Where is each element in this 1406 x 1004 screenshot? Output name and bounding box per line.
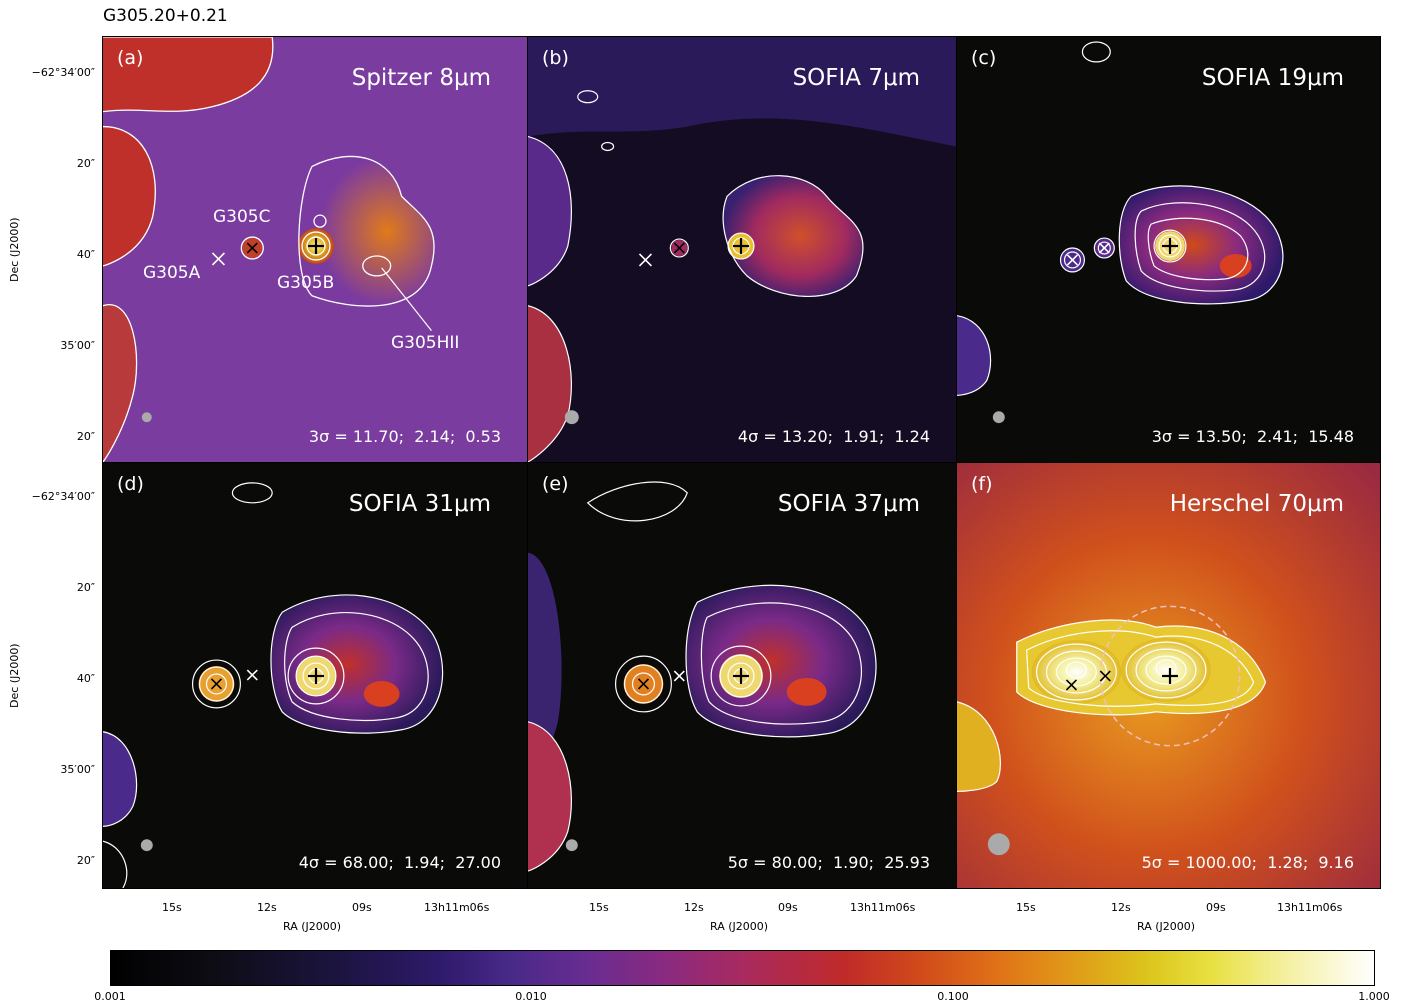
panel-c: (c) SOFIA 19μm 3σ = 13.50; 2.41; 15.48 — [956, 36, 1381, 463]
panel-f-sigma: 5σ = 1000.00; 1.28; 9.16 — [1141, 853, 1354, 872]
colorbar-tick-1: 0.010 — [515, 990, 547, 1003]
panel-c-label: (c) — [971, 47, 997, 69]
xtick-d-0: 15s — [162, 901, 182, 914]
colorbar — [110, 950, 1375, 986]
panel-f-title: Herschel 70μm — [1169, 491, 1344, 517]
ytick-row1-0: −62°34′00″ — [31, 66, 95, 79]
panel-c-image — [957, 37, 1380, 462]
xlabel-e: RA (J2000) — [710, 920, 769, 933]
panel-a: (a) Spitzer 8μm 3σ = 11.70; 2.14; 0.53 G… — [102, 36, 528, 463]
panel-c-sigma: 3σ = 13.50; 2.41; 15.48 — [1151, 427, 1354, 446]
panel-d-image — [103, 463, 527, 888]
colorbar-tick-3: 1.000 — [1358, 990, 1390, 1003]
panel-e: (e) SOFIA 37μm 5σ = 80.00; 1.90; 25.93 — [527, 462, 957, 889]
panel-d-title: SOFIA 31μm — [348, 491, 491, 517]
panel-f-image — [957, 463, 1380, 888]
panel-e-sigma: 5σ = 80.00; 1.90; 25.93 — [727, 853, 930, 872]
ytick-row2-4: 20″ — [76, 854, 95, 867]
colorbar-tick-0: 0.001 — [94, 990, 126, 1003]
panel-c-title: SOFIA 19μm — [1201, 65, 1344, 91]
panel-d-label: (d) — [117, 473, 144, 495]
panel-b-label: (b) — [542, 47, 569, 69]
panel-e-image — [528, 463, 956, 888]
panel-f-label: (f) — [971, 473, 993, 495]
xtick-d-1: 12s — [257, 901, 277, 914]
ylabel-row2: Dec (J2000) — [8, 643, 21, 708]
ytick-row1-1: 20″ — [76, 157, 95, 170]
panel-d-sigma: 4σ = 68.00; 1.94; 27.00 — [298, 853, 501, 872]
ytick-row2-0: −62°34′00″ — [31, 490, 95, 503]
ytick-row2-1: 20″ — [76, 581, 95, 594]
panel-b: (b) SOFIA 7μm 4σ = 13.20; 1.91; 1.24 — [527, 36, 957, 463]
xtick-d-2: 09s — [352, 901, 372, 914]
panel-a-image — [103, 37, 527, 462]
ytick-row2-2: 40″ — [76, 672, 95, 685]
panel-a-title: Spitzer 8μm — [351, 65, 491, 91]
panel-e-title: SOFIA 37μm — [777, 491, 920, 517]
panel-a-label: (a) — [117, 47, 144, 69]
panel-d: (d) SOFIA 31μm 4σ = 68.00; 1.94; 27.00 — [102, 462, 528, 889]
label-g305hii: G305HII — [391, 333, 460, 353]
panel-a-sigma: 3σ = 11.70; 2.14; 0.53 — [308, 427, 501, 446]
xtick-e-0: 15s — [589, 901, 609, 914]
ytick-row2-3: 35′00″ — [60, 763, 95, 776]
label-g305c: G305C — [213, 207, 271, 227]
xtick-f-0: 15s — [1016, 901, 1036, 914]
panel-e-label: (e) — [542, 473, 569, 495]
xtick-f-3: 13h11m06s — [1277, 901, 1343, 914]
xlabel-d: RA (J2000) — [283, 920, 342, 933]
xtick-e-1: 12s — [684, 901, 704, 914]
label-g305b: G305B — [277, 273, 335, 293]
colorbar-tick-2: 0.100 — [937, 990, 969, 1003]
ylabel-row1: Dec (J2000) — [8, 217, 21, 282]
panel-f: (f) Herschel 70μm 5σ = 1000.00; 1.28; 9.… — [956, 462, 1381, 889]
panel-b-title: SOFIA 7μm — [792, 65, 920, 91]
label-g305a: G305A — [143, 263, 201, 283]
panel-b-image — [528, 37, 956, 462]
xlabel-f: RA (J2000) — [1137, 920, 1196, 933]
xtick-d-3: 13h11m06s — [424, 901, 490, 914]
ytick-row1-2: 40″ — [76, 248, 95, 261]
panel-b-sigma: 4σ = 13.20; 1.91; 1.24 — [737, 427, 930, 446]
figure-title: G305.20+0.21 — [103, 6, 228, 26]
ytick-row1-3: 35′00″ — [60, 339, 95, 352]
xtick-e-3: 13h11m06s — [850, 901, 916, 914]
xtick-f-1: 12s — [1111, 901, 1131, 914]
xtick-f-2: 09s — [1206, 901, 1226, 914]
ytick-row1-4: 20″ — [76, 430, 95, 443]
xtick-e-2: 09s — [778, 901, 798, 914]
